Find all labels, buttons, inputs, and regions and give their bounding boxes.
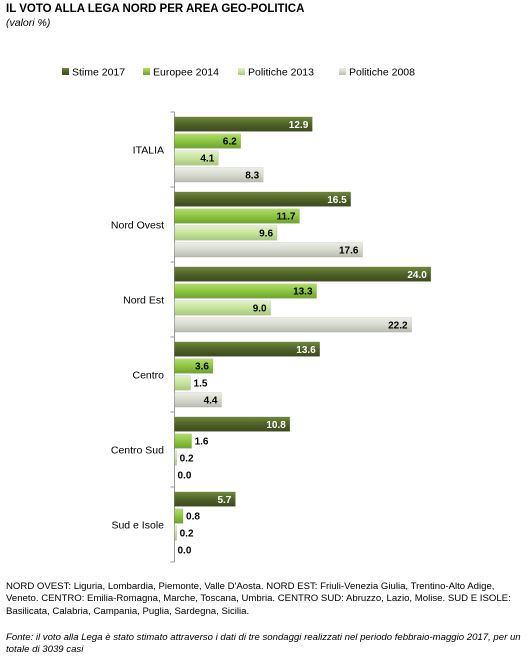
category-label-italia: ITALIA [133, 145, 164, 157]
bar-politiche-2008-italia [174, 167, 264, 183]
data-label-stime-2017-sud-e-isole: 5.7 [217, 495, 231, 506]
data-label-europee-2014-nord-ovest: 11.7 [277, 212, 296, 223]
legend-swatch-europee-2014 [143, 68, 150, 75]
data-label-politiche-2008-centro: 4.4 [204, 395, 218, 406]
bar-stime-2017-nord-ovest [174, 191, 351, 207]
data-label-politiche-2013-italia: 4.1 [200, 154, 214, 165]
bar-europee-2014-centro [174, 358, 214, 374]
data-label-europee-2014-centro: 3.6 [195, 362, 209, 373]
category-group-italia: ITALIA 12.9 6.2 4.1 8.3 [133, 116, 313, 183]
bar-stime-2017-nord-est [174, 266, 432, 282]
category-label-centro: Centro [132, 370, 164, 382]
bar-politiche-2013-nord-est [174, 300, 271, 316]
data-label-politiche-2013-centro: 1.5 [194, 379, 208, 390]
footnote: NORD OVEST: Liguria, Lombardia, Piemonte… [6, 581, 511, 617]
chart-subtitle: (valori %) [6, 17, 51, 29]
data-label-politiche-2008-italia: 8.3 [245, 170, 259, 181]
category-group-nord-est: Nord Est 24.0 13.3 9.0 22.2 [123, 266, 432, 333]
data-label-politiche-2008-sud-e-isole: 0.0 [178, 545, 192, 556]
data-label-stime-2017-centro-sud: 10.8 [266, 420, 286, 431]
data-label-europee-2014-italia: 6.2 [223, 137, 237, 148]
bar-politiche-2013-italia [174, 150, 219, 166]
bar-stime-2017-centro-sud [174, 416, 291, 432]
bar-politiche-2013-nord-ovest [174, 225, 278, 241]
data-label-stime-2017-centro: 13.6 [296, 345, 316, 356]
data-label-europee-2014-centro-sud: 1.6 [195, 437, 209, 448]
data-label-politiche-2013-nord-ovest: 9.6 [259, 229, 273, 240]
data-label-stime-2017-nord-ovest: 16.5 [327, 195, 347, 206]
bar-politiche-2008-nord-est [174, 317, 412, 333]
bar-chart: Stime 2017 Europee 2014 Politiche 2013 Poli… [62, 67, 432, 563]
category-label-sud-e-isole: Sud e Isole [111, 520, 164, 532]
bar-politiche-2008-nord-ovest [174, 242, 363, 258]
bar-europee-2014-italia [174, 133, 241, 149]
plot-area: ITALIA 12.9 6.2 4.1 8.3 Nord Ovest 16.5 11.7 9.6… [111, 111, 432, 563]
category-group-nord-ovest: Nord Ovest 16.5 11.7 9.6 17.6 [111, 191, 363, 258]
data-label-politiche-2013-centro-sud: 0.2 [180, 454, 194, 465]
legend-item-politiche-2008: Politiche 2008 [339, 67, 415, 79]
category-label-nord-est: Nord Est [123, 295, 164, 307]
legend-label-politiche-2013: Politiche 2013 [248, 67, 314, 79]
data-label-politiche-2013-sud-e-isole: 0.2 [180, 529, 194, 540]
category-group-centro: Centro 13.6 3.6 1.5 4.4 [132, 341, 320, 408]
bar-stime-2017-italia [174, 116, 313, 132]
legend: Stime 2017 Europee 2014 Politiche 2013 Poli… [62, 67, 415, 79]
category-group-sud-e-isole: Sud e Isole 5.7 0.8 0.2 0.0 [111, 491, 236, 556]
category-label-nord-ovest: Nord Ovest [111, 220, 164, 232]
legend-label-europee-2014: Europee 2014 [153, 67, 219, 79]
data-label-politiche-2008-nord-ovest: 17.6 [339, 245, 359, 256]
legend-item-politiche-2013: Politiche 2013 [238, 67, 314, 79]
data-label-europee-2014-sud-e-isole: 0.8 [186, 512, 200, 523]
data-label-politiche-2008-centro-sud: 0.0 [178, 470, 192, 481]
source-note: Fonte: il voto alla Lega è stato stimato… [6, 632, 521, 656]
data-label-politiche-2008-nord-est: 22.2 [388, 320, 408, 331]
data-label-stime-2017-nord-est: 24.0 [407, 270, 427, 281]
legend-item-europee-2014: Europee 2014 [143, 67, 219, 79]
legend-swatch-politiche-2013 [238, 68, 245, 75]
category-group-centro-sud: Centro Sud 10.8 1.60.2 0.0 [111, 416, 291, 481]
bar-europee-2014-nord-est [174, 283, 317, 299]
data-label-politiche-2013-nord-est: 9.0 [253, 304, 267, 315]
legend-label-politiche-2008: Politiche 2008 [349, 67, 415, 79]
legend-swatch-stime-2017 [62, 68, 69, 75]
data-label-europee-2014-nord-est: 13.3 [293, 287, 313, 298]
bar-politiche-2013-sud-e-isole [174, 525, 177, 541]
bar-stime-2017-centro [174, 341, 320, 357]
bar-politiche-2013-centro [174, 375, 191, 391]
bar-europee-2014-sud-e-isole [174, 508, 184, 524]
bar-stime-2017-sud-e-isole [174, 491, 236, 507]
legend-swatch-politiche-2008 [339, 68, 346, 75]
bar-politiche-2013-centro-sud [174, 450, 177, 466]
bar-europee-2014-centro-sud [174, 433, 192, 449]
bar-politiche-2008-centro [174, 392, 222, 408]
chart-title: IL VOTO ALLA LEGA NORD PER AREA GEO-POLI… [6, 3, 305, 15]
bar-europee-2014-nord-ovest [174, 208, 300, 224]
legend-item-stime-2017: Stime 2017 [62, 67, 125, 79]
data-label-stime-2017-italia: 12.9 [289, 120, 309, 131]
legend-label-stime-2017: Stime 2017 [72, 67, 125, 79]
category-label-centro-sud: Centro Sud [111, 445, 164, 457]
